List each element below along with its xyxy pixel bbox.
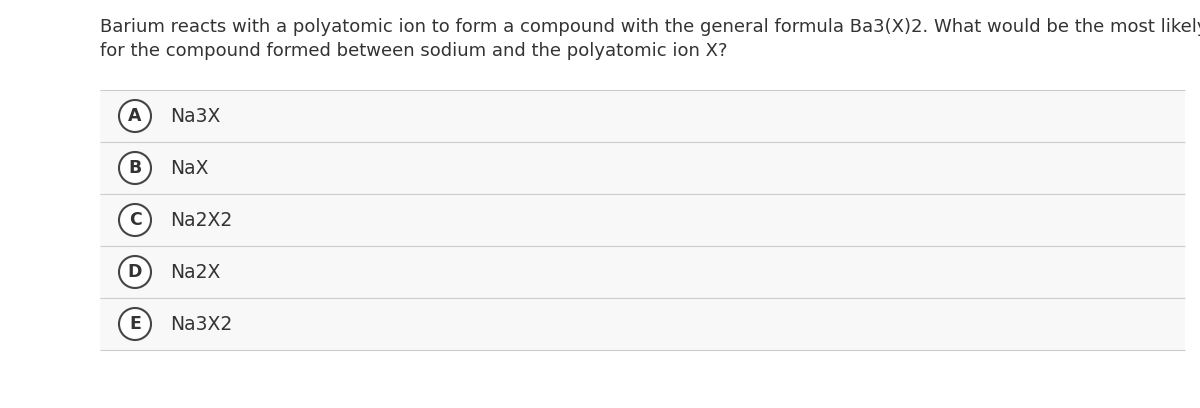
Circle shape	[119, 308, 151, 340]
Text: B: B	[128, 159, 142, 177]
FancyBboxPatch shape	[100, 246, 1186, 298]
FancyBboxPatch shape	[100, 142, 1186, 194]
FancyBboxPatch shape	[100, 298, 1186, 350]
Circle shape	[119, 152, 151, 184]
Text: Na2X2: Na2X2	[170, 211, 233, 229]
Text: Na2X: Na2X	[170, 262, 221, 282]
Text: for the compound formed between sodium and the polyatomic ion X?: for the compound formed between sodium a…	[100, 42, 727, 60]
Text: Na3X: Na3X	[170, 106, 221, 126]
Text: E: E	[130, 315, 140, 333]
Text: C: C	[128, 211, 142, 229]
FancyBboxPatch shape	[100, 90, 1186, 142]
Text: NaX: NaX	[170, 158, 209, 177]
Circle shape	[119, 256, 151, 288]
Circle shape	[119, 100, 151, 132]
Text: A: A	[128, 107, 142, 125]
FancyBboxPatch shape	[100, 194, 1186, 246]
Circle shape	[119, 204, 151, 236]
Text: D: D	[128, 263, 142, 281]
Text: Barium reacts with a polyatomic ion to form a compound with the general formula : Barium reacts with a polyatomic ion to f…	[100, 18, 1200, 36]
Text: Na3X2: Na3X2	[170, 315, 233, 333]
